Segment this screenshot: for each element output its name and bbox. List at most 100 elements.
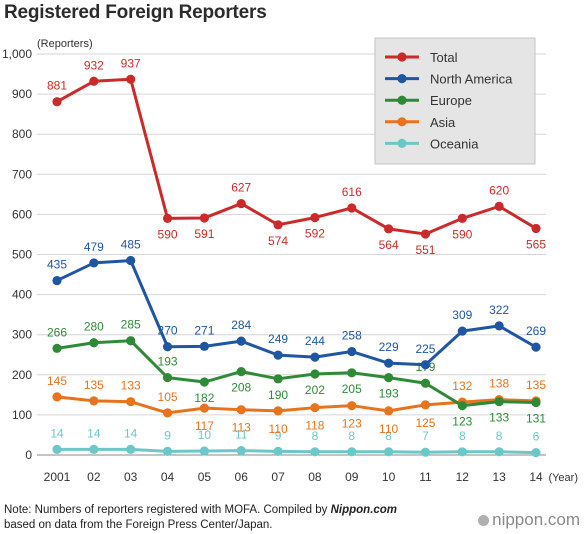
data-label: 133: [121, 379, 141, 393]
legend-swatch-marker: [397, 117, 407, 127]
data-label: 117: [195, 419, 214, 433]
data-label: 110: [379, 422, 398, 436]
y-axis-label: (Reporters): [37, 38, 93, 50]
data-label: 269: [526, 324, 546, 338]
data-point: [384, 406, 394, 416]
data-point: [52, 392, 62, 402]
nippon-logo: nippon.com: [478, 510, 580, 530]
data-label: 229: [379, 340, 399, 354]
data-point: [199, 446, 209, 456]
data-point: [531, 397, 541, 408]
data-label: 193: [158, 355, 178, 369]
series-line: [57, 447, 537, 455]
data-label: 135: [84, 378, 104, 392]
x-tick-label: 11: [419, 470, 432, 484]
data-point: [347, 401, 357, 411]
data-point: [52, 343, 62, 353]
data-label: 485: [121, 238, 141, 252]
legend: Total North America Europe Asia Oceania: [374, 37, 536, 165]
data-point: [310, 447, 320, 457]
data-label: 205: [342, 382, 362, 396]
data-label: 190: [268, 388, 288, 402]
data-label: 881: [47, 79, 67, 93]
legend-item: Asia: [385, 115, 456, 130]
data-point: [457, 326, 467, 336]
data-point: [420, 229, 431, 239]
data-label: 565: [526, 237, 546, 251]
data-point: [199, 341, 209, 351]
x-tick-label: 04: [161, 470, 175, 484]
data-label: 145: [47, 374, 67, 388]
data-point: [310, 352, 320, 362]
legend-item: North America: [385, 72, 513, 87]
data-point: [420, 360, 431, 370]
legend-swatch-marker: [397, 138, 407, 148]
legend-item: Total: [385, 50, 458, 65]
data-point: [273, 446, 283, 456]
data-point: [162, 446, 173, 456]
data-point: [420, 378, 431, 388]
data-point: [494, 321, 504, 331]
x-tick-label: 12: [456, 470, 470, 484]
data-point: [457, 447, 467, 457]
data-point: [531, 447, 541, 458]
data-point: [126, 397, 136, 407]
data-label: 110: [269, 422, 288, 436]
data-label: 11: [235, 428, 248, 442]
x-tick-label: 09: [345, 470, 359, 484]
data-label: 284: [231, 318, 251, 332]
data-point: [162, 373, 173, 383]
legend-swatch-marker: [397, 52, 407, 62]
data-point: [310, 403, 320, 413]
series-line: [56, 77, 537, 236]
data-point: [236, 336, 246, 346]
data-label: 590: [158, 227, 178, 241]
data-point: [89, 76, 99, 86]
data-point: [162, 213, 173, 224]
data-label: 591: [194, 227, 214, 241]
data-point: [52, 275, 62, 286]
series-line: [56, 339, 537, 408]
data-point: [199, 403, 209, 413]
data-label: 138: [489, 377, 509, 391]
x-tick-label: 08: [308, 470, 322, 484]
data-label: 123: [452, 415, 472, 429]
data-label: 8: [496, 429, 503, 443]
data-point: [52, 97, 62, 107]
data-point: [162, 408, 173, 418]
chart-title: Registered Foreign Reporters: [4, 2, 267, 23]
data-point: [52, 444, 62, 454]
series-line: [56, 259, 537, 367]
data-point: [420, 400, 431, 410]
data-label: 125: [415, 416, 435, 430]
footnote-prefix: Note: Numbers of reporters registered wi…: [4, 504, 331, 516]
legend-swatch-marker: [397, 74, 407, 84]
series-asia: 145 135 133 105 117 113 110 118 123 110 125 132 138 1…: [47, 374, 546, 436]
y-tick-label: 100: [12, 408, 32, 422]
y-tick-label: 900: [12, 87, 32, 101]
data-label: 322: [489, 303, 509, 317]
y-tick-label: 200: [12, 368, 32, 382]
x-tick-label: 10: [382, 470, 396, 484]
data-point: [347, 368, 357, 378]
data-point: [310, 213, 320, 223]
data-label: 8: [385, 429, 392, 443]
data-point: [420, 447, 431, 457]
data-point: [273, 374, 283, 384]
data-label: 10: [198, 428, 212, 442]
data-point: [273, 406, 283, 416]
data-label: 574: [268, 234, 288, 248]
data-label: 14: [87, 426, 101, 440]
x-tick-label: 14: [529, 470, 543, 484]
data-label: 14: [124, 426, 138, 440]
legend-label: Asia: [430, 115, 456, 130]
x-tick-label: 07: [271, 470, 285, 484]
data-point: [531, 342, 541, 352]
data-label: 285: [121, 318, 141, 332]
x-tick-label: 05: [198, 470, 212, 484]
data-point: [126, 255, 136, 266]
data-label: 182: [194, 391, 214, 405]
y-axis: 0 100 200 300 400 500 600 700 800 900 1,000 (Report…: [2, 38, 93, 462]
x-tick-label: 02: [87, 470, 101, 484]
